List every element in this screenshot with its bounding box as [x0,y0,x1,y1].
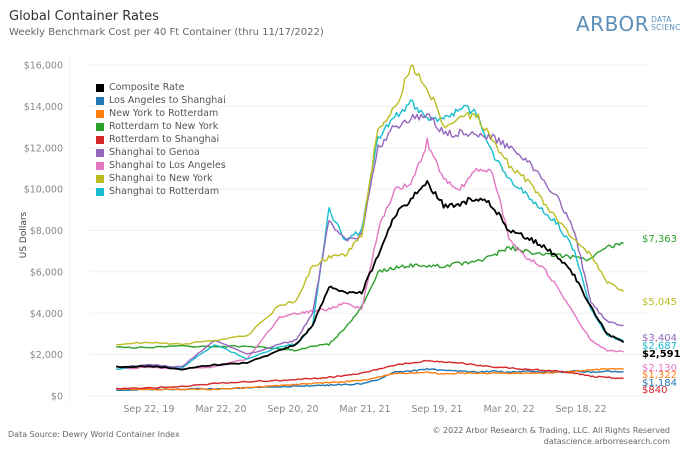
legend-item[interactable]: Rotterdam to Shanghai [96,133,226,146]
legend-item[interactable]: Composite Rate [96,81,226,94]
y-tick-label: $0 [51,392,63,403]
end-label: $2,687 [642,341,677,352]
y-tick-label: $16,000 [24,61,63,72]
legend-label: Rotterdam to Shanghai [109,134,220,145]
data-source: Data Source: Dewry World Container Index [8,430,180,439]
legend-label: Los Angeles to Shanghai [109,95,226,106]
legend-swatch [96,109,104,118]
x-tick-label: Sep 18, 22 [555,404,606,415]
legend-label: Composite Rate [109,82,185,93]
footer-credits: © 2022 Arbor Research & Trading, LLC. Al… [432,425,670,447]
series-line-rotterdam-to-new-york [116,241,624,352]
x-tick-label: Sep 22, 19 [123,404,174,415]
legend-item[interactable]: Los Angeles to Shanghai [96,94,226,107]
x-tick-label: Sep 19, 21 [411,404,462,415]
y-tick-label: $14,000 [24,102,63,113]
legend-swatch [96,161,104,170]
end-label: $1,184 [642,378,677,389]
legend-label: Shanghai to Genoa [109,147,200,158]
series-line-rotterdam-to-shanghai [116,359,624,390]
legend-label: Shanghai to Rotterdam [109,186,220,197]
legend-swatch [96,187,104,196]
end-label: $2,130 [642,363,677,374]
series-line-shanghai-to-new-york [116,64,625,346]
series-line-new-york-to-rotterdam [116,368,624,391]
legend-swatch [96,135,104,144]
end-label: $840 [642,385,667,396]
website-link[interactable]: datascience.arborresearch.com [543,437,670,446]
end-label: $2,591 [642,349,680,360]
x-tick-label: Sep 20, 20 [267,404,318,415]
end-label: $7,363 [642,234,677,245]
y-tick-label: $8,000 [30,226,63,237]
chart-title: Global Container Rates [9,9,159,24]
series-line-shanghai-to-los-angeles [116,137,624,370]
series-line-shanghai-to-rotterdam [116,99,624,370]
logo-sub-line-1: DATA [651,15,672,24]
series-lines [116,64,625,391]
legend-label: New York to Rotterdam [109,108,219,119]
legend-label: Shanghai to Los Angeles [109,160,226,171]
legend: Composite Rate Los Angeles to Shanghai New… [96,81,226,198]
x-tick-label: Mar 21, 21 [339,404,390,415]
series-line-shanghai-to-genoa [116,113,624,368]
series-line-composite-rate [116,179,625,371]
y-tick-label: $6,000 [30,267,63,278]
chart-subtitle: Weekly Benchmark Cost per 40 Ft Containe… [9,27,324,38]
legend-swatch [96,83,104,92]
x-tick-label: Mar 20, 22 [483,404,534,415]
x-tick-label: Mar 22, 20 [195,404,246,415]
copyright-text: © 2022 Arbor Research & Trading, LLC. Al… [432,426,670,435]
x-axis-ticks: Sep 22, 19 Mar 22, 20 Sep 20, 20 Mar 21, 21… [123,404,606,415]
y-tick-label: $4,000 [30,309,63,320]
end-labels: $2,591 $1,184$1,322 $7,363 $840 $3,404 $2,130… [642,234,680,396]
legend-label: Shanghai to New York [109,173,213,184]
logo-main-text: ARBOR [576,12,650,36]
y-tick-label: $2,000 [30,350,63,361]
legend-item[interactable]: Shanghai to Rotterdam [96,185,226,198]
arbor-logo: ARBOR DATA SCIENCE [576,12,680,36]
end-label: $3,404 [642,333,677,344]
logo-sub-text: DATA SCIENCE [651,16,680,32]
end-label: $5,045 [642,297,677,308]
logo-sub-line-2: SCIENCE [651,23,680,32]
legend-item[interactable]: New York to Rotterdam [96,107,226,120]
legend-item[interactable]: Shanghai to Genoa [96,146,226,159]
legend-item[interactable]: Shanghai to New York [96,172,226,185]
y-tick-label: $10,000 [24,185,63,196]
end-label: $1,322 [642,370,677,381]
legend-item[interactable]: Shanghai to Los Angeles [96,159,226,172]
legend-swatch [96,122,104,131]
legend-label: Rotterdam to New York [109,121,219,132]
y-axis-ticks: $0 $2,000 $4,000 $6,000 $8,000 $10,000 $12,000… [24,61,63,403]
y-tick-label: $12,000 [24,143,63,154]
legend-swatch [96,174,104,183]
legend-swatch [96,96,104,105]
legend-swatch [96,148,104,157]
legend-item[interactable]: Rotterdam to New York [96,120,226,133]
